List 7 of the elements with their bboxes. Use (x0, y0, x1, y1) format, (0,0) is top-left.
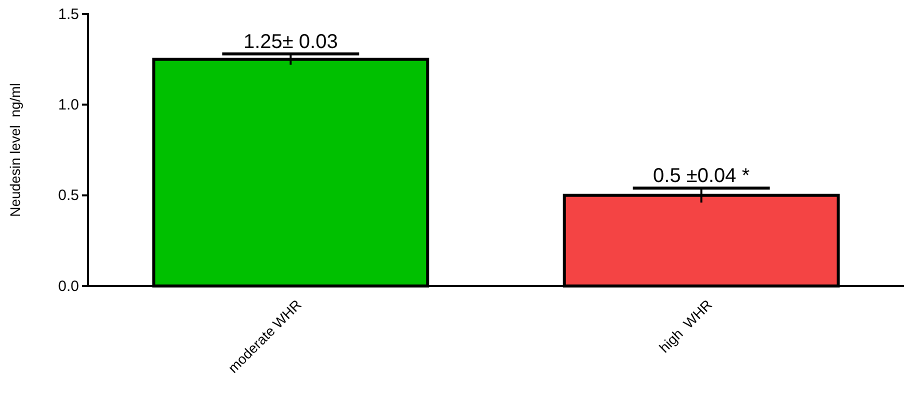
y-tick-label: 1.0 (58, 96, 79, 114)
data-label: 0.5 ±0.04 * (653, 165, 750, 188)
y-axis-title: Neudesin level ng/ml (7, 83, 23, 217)
y-tick-label: 0.0 (58, 278, 79, 295)
y-tick-label: 0.5 (58, 187, 79, 204)
data-label: 1.25± 0.03 (243, 30, 338, 53)
y-tick-label: 1.5 (58, 6, 79, 23)
